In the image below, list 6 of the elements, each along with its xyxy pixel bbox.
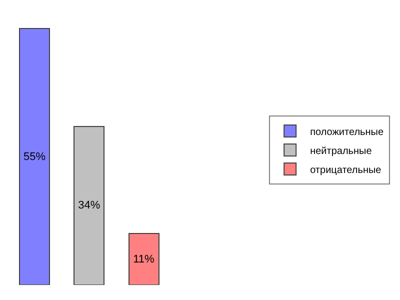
data-label: 11% <box>133 253 155 266</box>
legend-label: нейтральные <box>310 146 372 157</box>
data-label: 55% <box>23 150 46 163</box>
data-label: 34% <box>78 200 100 212</box>
legend-label: положительные <box>310 126 384 138</box>
legend-label: отрицательные <box>310 164 382 176</box>
